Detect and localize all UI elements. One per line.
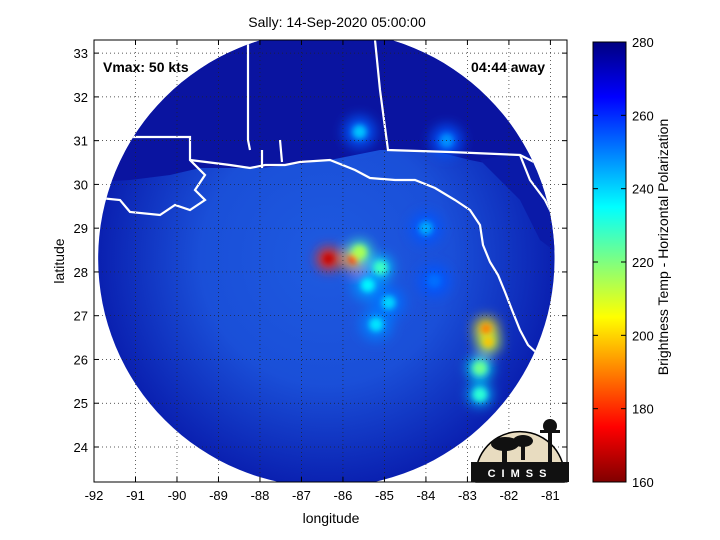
feature-point-4 (360, 278, 375, 293)
y-tick-label: 32 (74, 90, 88, 105)
x-tick-label: -88 (251, 488, 270, 503)
vmax-annotation: Vmax: 50 kts (103, 59, 189, 75)
x-tick-label: -81 (541, 488, 560, 503)
x-tick-label: -92 (85, 488, 104, 503)
colorbar-tick-label: 200 (632, 328, 654, 343)
feature-point-11 (352, 124, 367, 139)
chart-title: Sally: 14-Sep-2020 05:00:00 (248, 14, 426, 30)
y-tick-label: 30 (74, 177, 88, 192)
y-tick-label: 26 (74, 352, 88, 367)
time-away-annotation: 04:44 away (471, 59, 545, 75)
x-tick-label: -84 (417, 488, 436, 503)
x-tick-label: -86 (334, 488, 353, 503)
colorbar-tick-label: 280 (632, 35, 654, 50)
x-tick-label: -87 (292, 488, 311, 503)
feature-point-9 (472, 361, 487, 376)
y-tick-label: 27 (74, 309, 88, 324)
feature-point-14 (427, 273, 442, 288)
y-tick-label: 29 (74, 221, 88, 236)
feature-point-8 (483, 336, 494, 347)
colorbar-tick-label: 260 (632, 108, 654, 123)
convection-cores (323, 124, 494, 402)
grid (94, 40, 567, 482)
colorbar-label: Brightness Temp - Horizontal Polarizatio… (655, 119, 671, 376)
feature-point-6 (369, 317, 384, 332)
colorbar (592, 41, 627, 483)
x-tick-label: -82 (500, 488, 519, 503)
y-tick-label: 28 (74, 265, 88, 280)
y-tick-label: 33 (74, 46, 88, 61)
satellite-dish-icon (491, 437, 519, 451)
colorbar-tick-label: 220 (632, 255, 654, 270)
x-axis-label: longitude (303, 510, 360, 526)
colorbar-tick-label: 160 (632, 475, 654, 490)
colorbar-tick-label: 180 (632, 402, 654, 417)
x-axis: -92 -91 -90 -89 -88 -87 -86 -85 -84 -83 -82 -81 (85, 40, 560, 503)
feature-point-7 (481, 323, 492, 334)
feature-point-5 (381, 295, 396, 310)
logo-text: CIMSS (488, 468, 553, 480)
x-tick-label: -89 (209, 488, 228, 503)
y-axis: 24 25 26 27 28 29 30 31 32 33 (74, 46, 567, 455)
plot-frame (93, 39, 568, 483)
y-axis-label: latitude (51, 238, 67, 283)
colorbar-tick-label: 240 (632, 182, 654, 197)
x-tick-label: -91 (126, 488, 145, 503)
y-tick-label: 31 (74, 134, 88, 149)
feature-point-0 (323, 253, 334, 264)
feature-point-3 (373, 260, 388, 275)
coastlines (98, 40, 555, 357)
y-tick-label: 24 (74, 440, 88, 455)
cimss-logo: CIMSS (471, 419, 569, 483)
colorbar-ticks: 160 180 200 220 240 260 280 (593, 35, 654, 490)
feature-point-2 (352, 245, 367, 260)
x-tick-label: -83 (458, 488, 477, 503)
water-tower-icon (543, 419, 557, 433)
x-tick-label: -85 (375, 488, 394, 503)
feature-point-10 (472, 387, 487, 402)
y-tick-label: 25 (74, 396, 88, 411)
x-tick-label: -90 (168, 488, 187, 503)
